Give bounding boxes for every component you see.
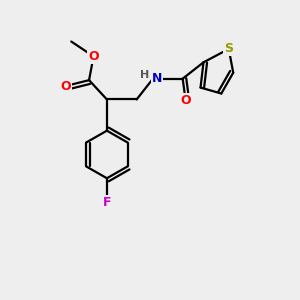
Text: F: F — [103, 196, 111, 208]
Text: S: S — [224, 42, 233, 56]
Text: H: H — [140, 70, 149, 80]
Text: O: O — [180, 94, 191, 107]
Text: O: O — [60, 80, 70, 93]
Text: O: O — [88, 50, 99, 63]
Text: N: N — [152, 72, 162, 85]
